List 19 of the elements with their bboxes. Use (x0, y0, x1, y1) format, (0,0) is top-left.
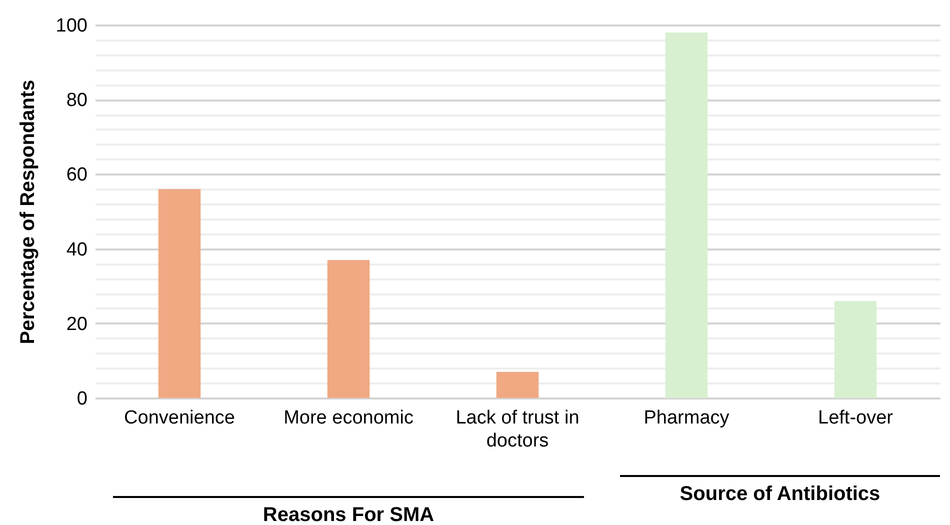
source-note: Source of Antibiotics (620, 475, 940, 506)
text: Reasons For SMA (113, 496, 584, 525)
y-tick-label: 80 (66, 90, 88, 112)
y-tick-label: 100 (56, 16, 88, 36)
x-tick-label: More economic (284, 408, 414, 428)
bar (496, 372, 539, 398)
x-tick-label: Pharmacy (644, 408, 730, 428)
bar (327, 260, 370, 398)
y-tick-label: 60 (66, 164, 88, 186)
y-tick-label: 40 (66, 239, 88, 260)
y-tick-label: 20 (66, 314, 88, 335)
x-tick-label: Convenience (124, 408, 235, 428)
y-axis-title: Percentage of Respondants (16, 80, 39, 344)
bar (665, 32, 708, 398)
x-tick-label: Lack of trust in doctors (456, 408, 580, 452)
x-tick-label: Left-over (818, 408, 894, 428)
y-tick-label: 0 (76, 388, 88, 410)
bar (834, 301, 877, 398)
bar (158, 189, 201, 398)
